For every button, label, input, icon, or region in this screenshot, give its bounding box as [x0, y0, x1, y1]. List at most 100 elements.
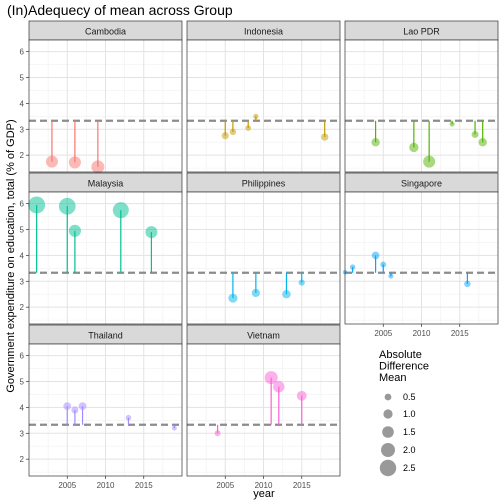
data-point [28, 196, 46, 214]
panel-thailand: Thailand 2 3 4 5 6 2005 2010 2015 [20, 324, 183, 490]
x-tick-label: 2010 [413, 329, 431, 338]
x-tick-label: 2005 [58, 481, 76, 490]
data-point [112, 202, 129, 219]
data-point [464, 280, 471, 288]
panel-lao-pdr: Lao PDR [344, 20, 499, 173]
y-tick-label: 5 [20, 226, 25, 235]
legend-key-label: 1.5 [403, 427, 416, 437]
data-point [68, 156, 81, 169]
panel-border [28, 39, 183, 173]
legend-key-label: 1.0 [403, 409, 416, 419]
legend-key-circle [384, 393, 392, 401]
facet-strip-label: Lao PDR [403, 27, 440, 37]
data-point [214, 430, 221, 437]
chart-title: (In)Adequecy of mean across Group [7, 2, 233, 18]
panel-border [186, 191, 341, 325]
data-point [371, 251, 380, 260]
panel-vietnam: Vietnam 2005 2010 2015 [186, 324, 341, 490]
y-tick-label: 2 [20, 151, 25, 160]
panel-border [186, 39, 341, 173]
panel-border [344, 39, 499, 173]
data-point [273, 380, 285, 393]
x-tick-label: 2005 [216, 481, 234, 490]
y-tick-label: 6 [20, 200, 25, 209]
data-point [298, 279, 305, 286]
legend-key-label: 2.0 [403, 445, 416, 455]
data-point [78, 402, 87, 411]
data-point [320, 133, 329, 141]
y-axis-label: Government expenditure on education, tot… [5, 119, 17, 392]
x-tick-label: 2015 [293, 481, 311, 490]
facet-strip-label: Philippines [242, 179, 286, 189]
facet-strip-label: Singapore [401, 179, 442, 189]
data-point [296, 390, 307, 401]
x-tick-label: 2005 [374, 329, 392, 338]
data-point [349, 264, 356, 270]
x-tick-label: 2010 [255, 481, 273, 490]
data-point [380, 261, 387, 268]
facet-strip-label: Malaysia [88, 179, 124, 189]
data-point [471, 130, 479, 138]
legend-title: Mean [379, 372, 407, 384]
panel-indonesia: Indonesia [186, 20, 341, 173]
data-point [228, 293, 238, 303]
x-tick-label: 2010 [97, 481, 115, 490]
data-point [251, 288, 260, 298]
facet-strip-label: Vietnam [247, 331, 280, 341]
legend-key-label: 2.5 [403, 463, 416, 473]
y-tick-label: 4 [20, 99, 25, 108]
data-point [282, 290, 291, 299]
panel-border [28, 191, 183, 325]
panel-malaysia: Malaysia 2 3 4 5 6 [20, 172, 183, 325]
panel-philippines: Philippines [186, 172, 341, 325]
y-tick-label: 4 [20, 251, 25, 260]
data-point [245, 125, 252, 131]
legend-key-circle [381, 443, 395, 457]
y-tick-label: 2 [20, 455, 25, 464]
y-tick-label: 4 [20, 403, 25, 412]
data-point [45, 155, 58, 168]
y-tick-label: 3 [20, 277, 25, 286]
y-tick-label: 6 [20, 48, 25, 57]
data-point [71, 406, 79, 414]
data-point [221, 132, 229, 140]
data-point [171, 425, 177, 431]
x-axis-label: year [253, 488, 275, 500]
data-point [91, 160, 105, 174]
data-point [371, 138, 380, 147]
data-point [388, 273, 394, 279]
y-tick-label: 3 [20, 429, 25, 438]
data-point [68, 224, 81, 237]
facet-panels: Cambodia 2 3 4 5 6 Indonesia Lao PDR Malaysia 2 3 4… [20, 20, 499, 490]
legend-title: Difference [379, 361, 429, 373]
legend-title: Absolute [379, 349, 422, 361]
x-tick-label: 2015 [135, 481, 153, 490]
facet-strip-label: Cambodia [85, 27, 126, 37]
data-point [58, 197, 76, 215]
facet-strip-label: Indonesia [244, 27, 283, 37]
y-tick-label: 2 [20, 303, 25, 312]
data-point [449, 121, 455, 127]
y-tick-label: 3 [20, 125, 25, 134]
panel-singapore: Singapore 2005 2010 2015 [342, 172, 499, 338]
data-point [409, 142, 419, 153]
legend-key-circle [383, 409, 393, 419]
data-point [125, 414, 132, 421]
legend-key-label: 0.5 [403, 392, 416, 402]
data-point [264, 371, 278, 385]
data-point [145, 226, 158, 239]
data-point [63, 402, 72, 411]
data-point [253, 113, 259, 119]
y-tick-label: 5 [20, 378, 25, 387]
y-tick-label: 6 [20, 352, 25, 361]
data-point [229, 128, 237, 136]
data-point [423, 155, 436, 168]
legend-key-circle [379, 459, 397, 477]
panel-cambodia: Cambodia 2 3 4 5 6 [20, 20, 183, 174]
x-tick-label: 2015 [451, 329, 469, 338]
facet-strip-label: Thailand [88, 331, 123, 341]
data-point [478, 138, 487, 147]
y-tick-label: 5 [20, 74, 25, 83]
